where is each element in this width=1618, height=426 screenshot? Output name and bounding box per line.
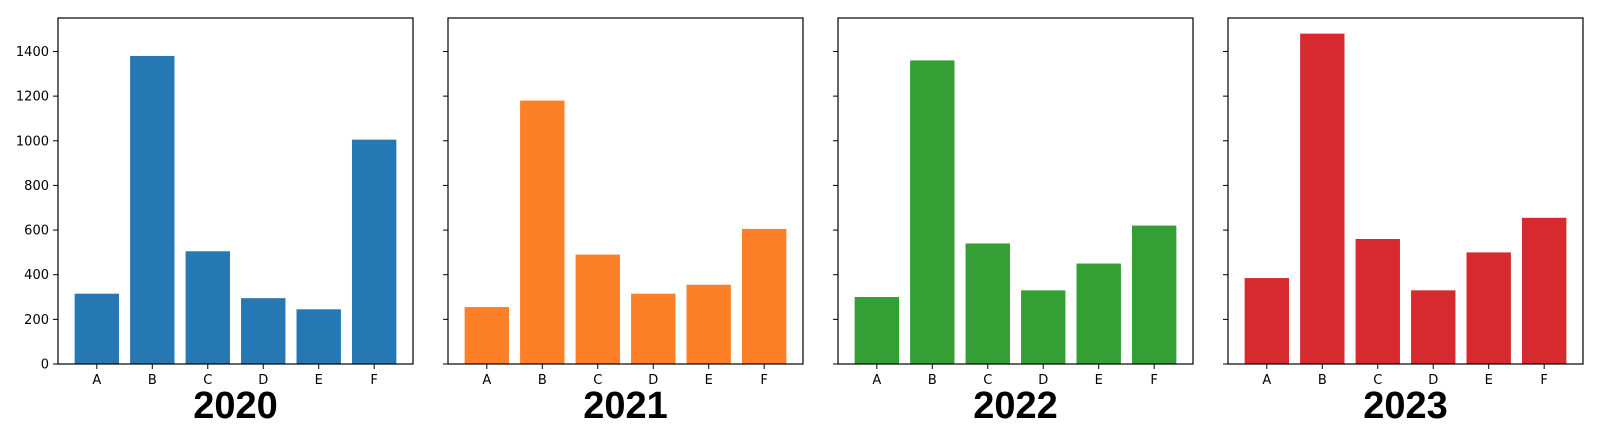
- bar-c: [1355, 238, 1400, 364]
- panel-title: 2022: [973, 385, 1058, 426]
- x-tick-label: F: [760, 373, 767, 388]
- y-tick-label: 800: [24, 179, 49, 194]
- bar-c: [185, 251, 230, 364]
- x-tick-label: B: [538, 373, 547, 388]
- x-tick-label: C: [593, 373, 602, 388]
- x-tick-label: E: [1485, 373, 1493, 388]
- y-tick-label: 400: [24, 268, 49, 283]
- x-tick-label: E: [1095, 373, 1103, 388]
- panel-title: 2021: [583, 385, 668, 426]
- bar-a: [854, 297, 900, 364]
- x-tick-label: D: [1038, 373, 1048, 388]
- bar-a: [74, 293, 120, 364]
- panel-title: 2020: [193, 385, 278, 426]
- bar-d: [1411, 290, 1456, 364]
- bar-f: [1131, 225, 1177, 364]
- x-tick-label: F: [1150, 373, 1157, 388]
- x-tick-label: A: [1262, 373, 1271, 388]
- x-tick-label: F: [1540, 373, 1547, 388]
- plot-frame: [57, 17, 414, 365]
- bar-b: [130, 55, 175, 364]
- bar-e: [1076, 263, 1121, 364]
- bar-b: [910, 60, 955, 364]
- y-tick-label: 1400: [16, 45, 49, 60]
- x-tick-label: E: [705, 373, 713, 388]
- bar-d: [241, 298, 286, 364]
- y-tick-label: 1200: [16, 90, 49, 105]
- y-tick-label: 0: [41, 358, 49, 373]
- x-tick-label: A: [92, 373, 101, 388]
- x-tick-label: F: [370, 373, 377, 388]
- bar-a: [1244, 278, 1290, 364]
- bar-f: [1521, 217, 1567, 364]
- x-tick-label: C: [1373, 373, 1382, 388]
- x-tick-label: B: [1318, 373, 1327, 388]
- bar-d: [631, 293, 676, 364]
- y-tick-label: 200: [24, 313, 49, 328]
- plot-frame: [447, 17, 804, 365]
- x-tick-label: C: [983, 373, 992, 388]
- chart-panel-1: A B C D E F 0 200 400 600 800 1000 1200 1400 2020: [16, 17, 414, 426]
- bar-c: [965, 243, 1010, 364]
- chart-panel-4: A B C D E F 2023: [1223, 17, 1584, 426]
- x-tick-label: A: [872, 373, 881, 388]
- panel-title: 2023: [1363, 385, 1448, 426]
- x-tick-label: C: [203, 373, 212, 388]
- x-tick-label: B: [928, 373, 937, 388]
- bar-d: [1021, 290, 1066, 364]
- x-tick-label: D: [1428, 373, 1438, 388]
- x-tick-label: E: [315, 373, 323, 388]
- bar-e: [296, 309, 341, 364]
- x-tick-label: B: [148, 373, 157, 388]
- bar-b: [520, 100, 565, 364]
- x-tick-label: A: [482, 373, 491, 388]
- plot-frame: [1227, 17, 1584, 365]
- bar-e: [1466, 252, 1511, 364]
- chart-panel-3: A B C D E F 2022: [833, 17, 1194, 426]
- bar-e: [686, 284, 731, 364]
- bar-f: [741, 228, 787, 364]
- x-tick-label: D: [648, 373, 658, 388]
- x-tick-label: D: [258, 373, 268, 388]
- bar-a: [464, 307, 510, 364]
- y-tick-label: 600: [24, 224, 49, 239]
- chart-panel-2: A B C D E F 2021: [443, 17, 804, 426]
- plot-frame: [837, 17, 1194, 365]
- bar-b: [1300, 33, 1345, 364]
- y-tick-label: 1000: [16, 134, 49, 149]
- bar-c: [575, 254, 620, 364]
- bar-f: [351, 139, 397, 364]
